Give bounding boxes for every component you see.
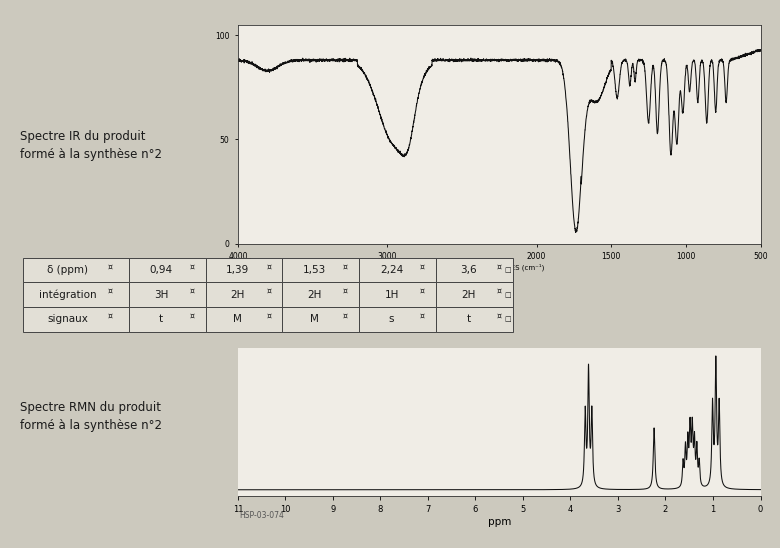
Text: ¤: ¤ <box>190 287 194 296</box>
Text: ¤: ¤ <box>108 262 112 271</box>
Bar <box>360 282 436 307</box>
Text: ¤: ¤ <box>343 287 348 296</box>
Text: □: □ <box>504 267 511 273</box>
Text: 3H: 3H <box>154 289 168 300</box>
Bar <box>206 307 282 332</box>
Text: ¤: ¤ <box>343 311 348 321</box>
X-axis label: NOMBRE D'ONDES (cm⁻¹): NOMBRE D'ONDES (cm⁻¹) <box>455 264 544 271</box>
Text: Spectre RMN du produit
formé à la synthèse n°2: Spectre RMN du produit formé à la synthè… <box>20 401 161 432</box>
Bar <box>206 282 282 307</box>
Text: ¤: ¤ <box>497 287 502 296</box>
Bar <box>360 258 436 282</box>
Bar <box>436 282 513 307</box>
Text: 1,39: 1,39 <box>226 265 250 275</box>
Text: t: t <box>159 314 163 324</box>
Text: ¤: ¤ <box>190 262 194 271</box>
Text: 3,6: 3,6 <box>460 265 477 275</box>
Text: t: t <box>466 314 470 324</box>
Text: ¤: ¤ <box>108 311 112 321</box>
Text: signaux: signaux <box>48 314 88 324</box>
Bar <box>282 307 360 332</box>
Bar <box>129 282 206 307</box>
Text: 2H: 2H <box>461 289 476 300</box>
Text: ¤: ¤ <box>266 262 271 271</box>
Text: 1H: 1H <box>385 289 399 300</box>
Text: □: □ <box>504 292 511 298</box>
Text: ¤: ¤ <box>497 311 502 321</box>
Text: Spectre IR du produit
formé à la synthèse n°2: Spectre IR du produit formé à la synthès… <box>20 130 161 161</box>
Bar <box>23 282 129 307</box>
Bar <box>436 307 513 332</box>
Text: HSP-03-074: HSP-03-074 <box>239 511 285 520</box>
Text: 2H: 2H <box>307 289 322 300</box>
Text: □: □ <box>504 316 511 322</box>
X-axis label: ppm: ppm <box>488 517 511 527</box>
Text: intégration: intégration <box>39 289 97 300</box>
Text: 2H: 2H <box>231 289 245 300</box>
Bar <box>282 258 360 282</box>
Text: ¤: ¤ <box>266 311 271 321</box>
Text: M: M <box>233 314 243 324</box>
Text: 2,24: 2,24 <box>380 265 403 275</box>
Text: ¤: ¤ <box>497 262 502 271</box>
Text: δ (ppm): δ (ppm) <box>47 265 88 275</box>
Text: 0,94: 0,94 <box>150 265 172 275</box>
Bar <box>282 282 360 307</box>
Text: ¤: ¤ <box>343 262 348 271</box>
Text: ¤: ¤ <box>420 287 425 296</box>
Bar <box>129 258 206 282</box>
Bar <box>23 307 129 332</box>
Text: M: M <box>310 314 319 324</box>
Text: ¤: ¤ <box>266 287 271 296</box>
Text: ¤: ¤ <box>108 287 112 296</box>
Bar <box>206 258 282 282</box>
Text: s: s <box>389 314 395 324</box>
Bar <box>129 307 206 332</box>
Text: ¤: ¤ <box>190 311 194 321</box>
Text: ¤: ¤ <box>420 311 425 321</box>
Text: ¤: ¤ <box>420 262 425 271</box>
Text: 1,53: 1,53 <box>303 265 326 275</box>
Bar <box>436 258 513 282</box>
Bar <box>23 258 129 282</box>
Bar <box>360 307 436 332</box>
